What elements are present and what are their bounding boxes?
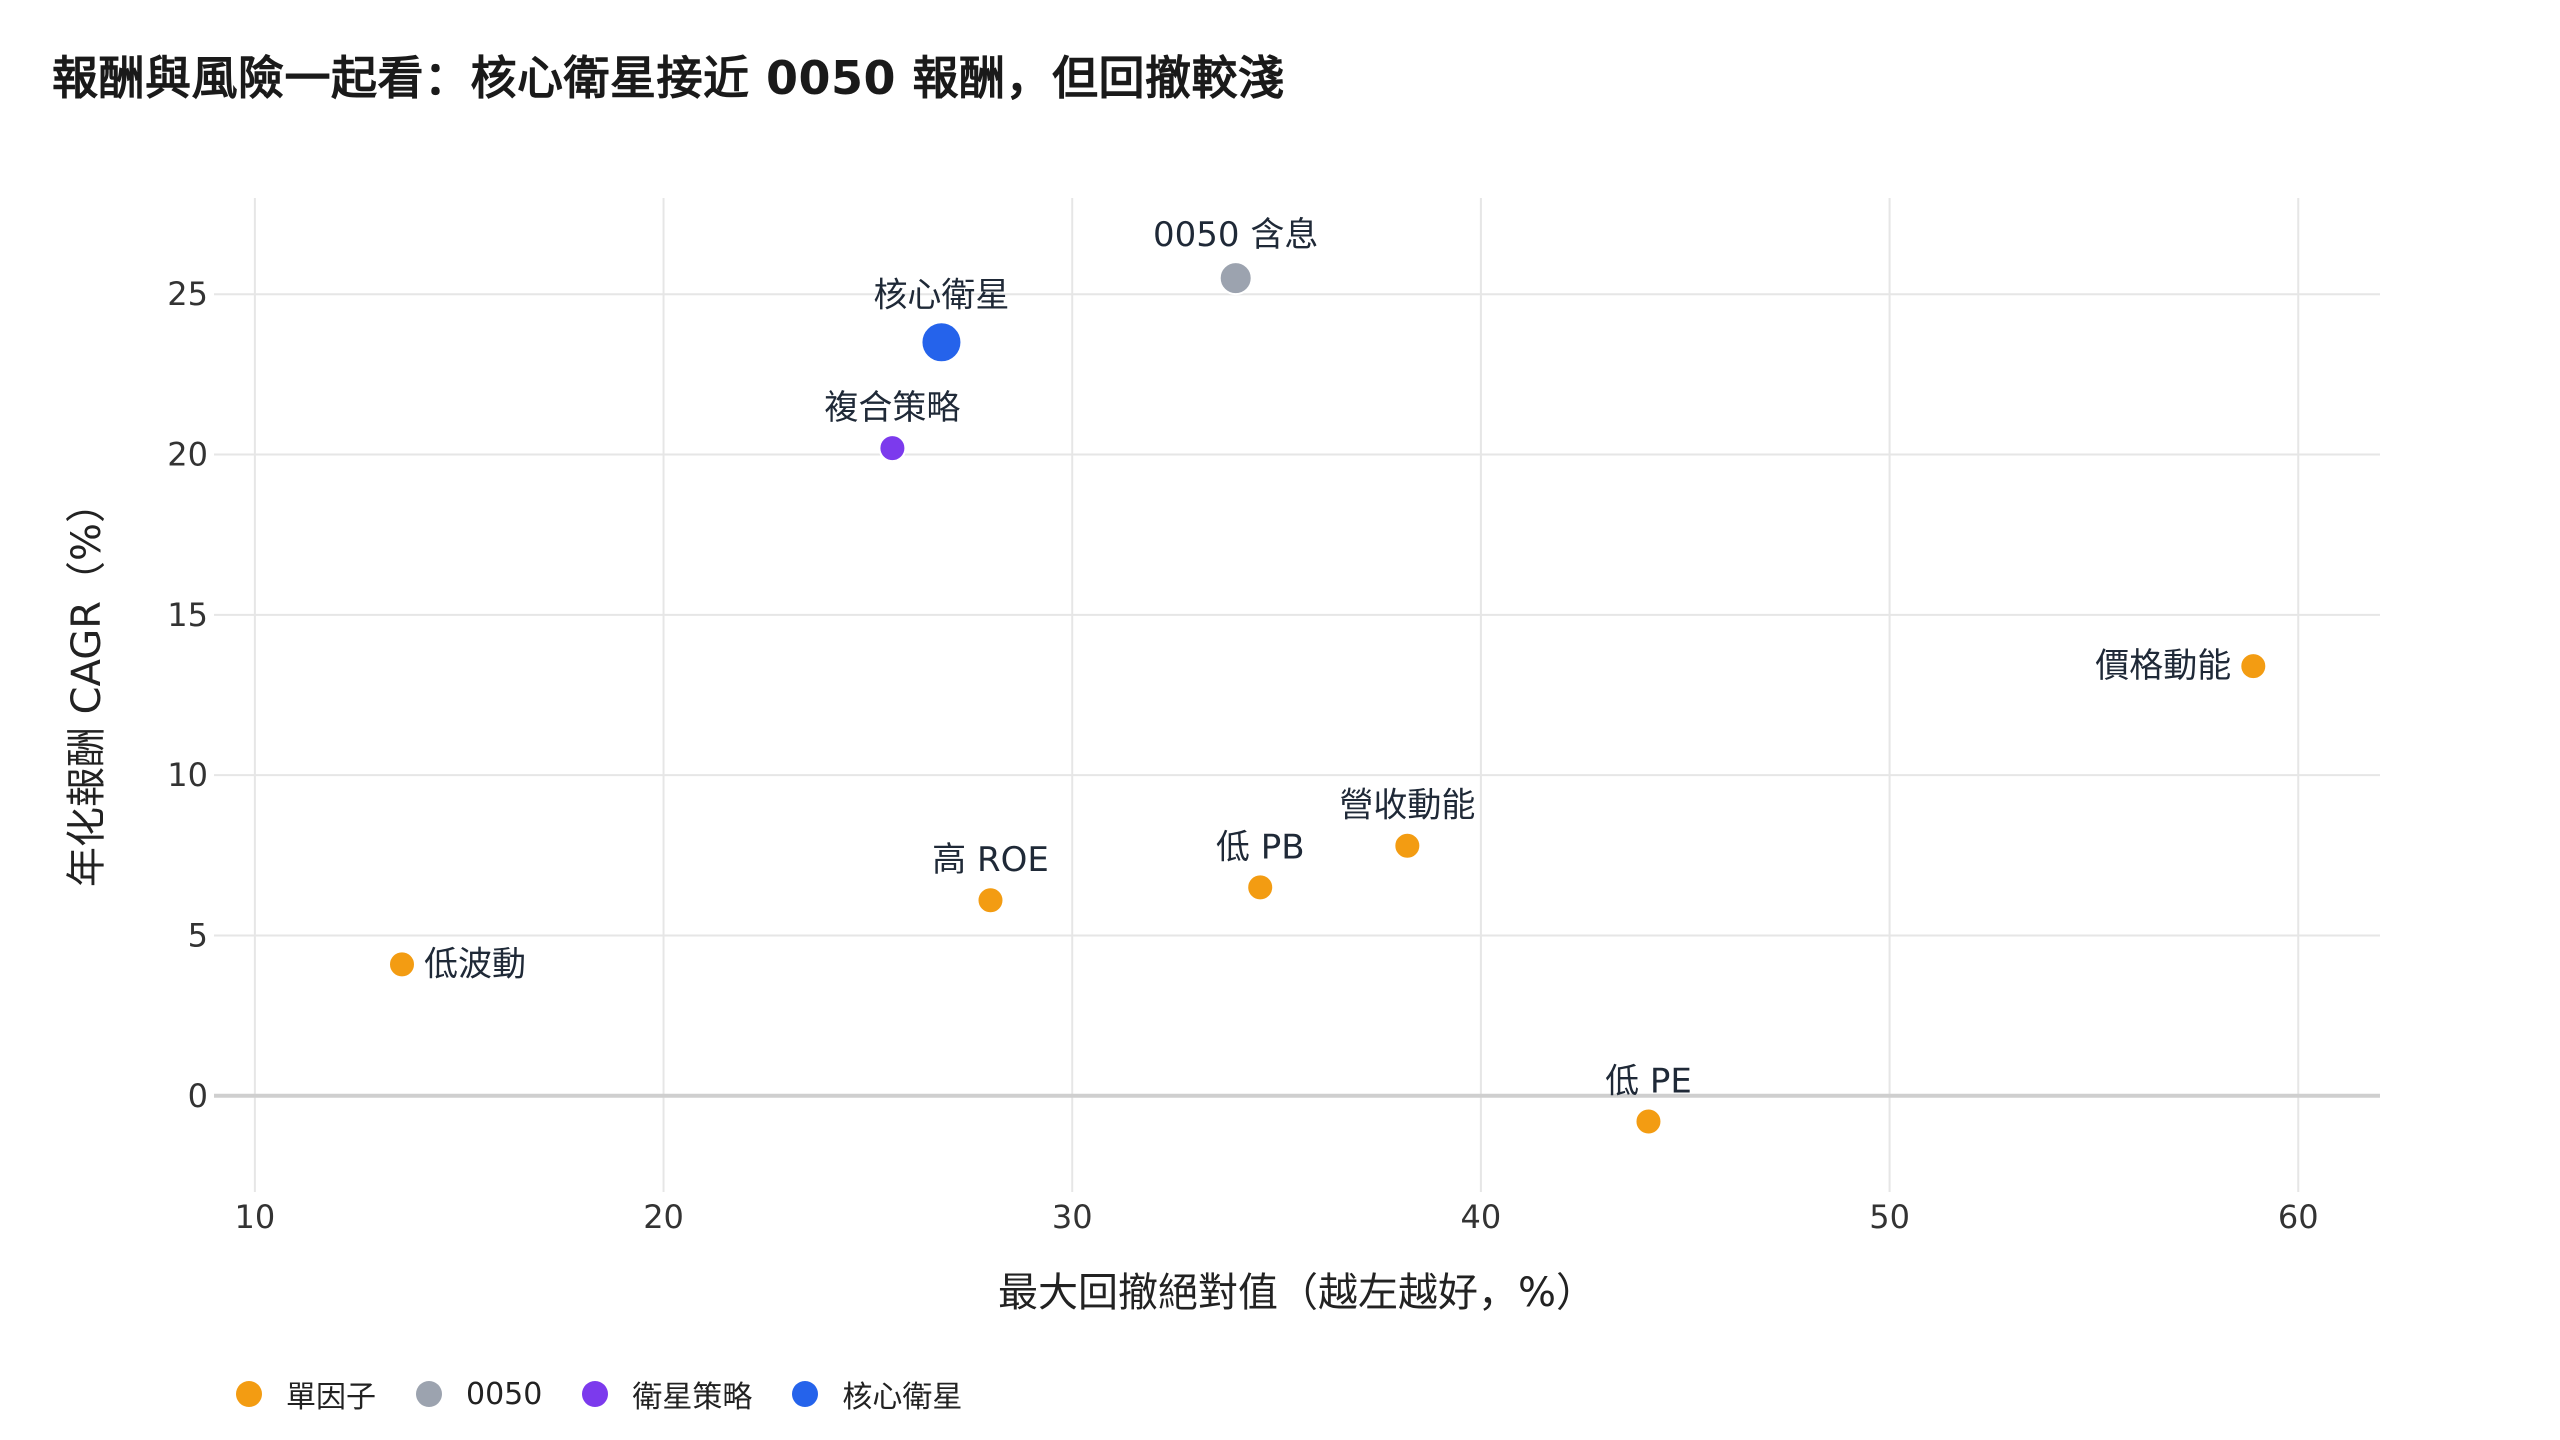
legend: 單因子 0050 衛星策略 核心衛星 [236,1372,1002,1416]
data-point [920,321,963,364]
y-tick-label: 15 [167,596,208,634]
data-label: 低 PE [1605,1061,1692,1101]
data-label: 低波動 [424,944,526,984]
data-point [878,434,907,463]
legend-marker-icon [416,1381,442,1407]
chart-title: 報酬與風險一起看：核心衛星接近 0050 報酬，但回撤較淺 [52,51,1285,105]
scatter-plot: 10 20 30 40 50 60 0 5 10 15 20 25 最大回撤絕對值（越左越好，%） 年化報… [64,198,2380,1316]
legend-item[interactable]: 0050 [416,1377,542,1412]
legend-marker-icon [236,1381,262,1407]
data-point [387,950,416,979]
legend-marker-icon [792,1381,819,1407]
grid [214,198,2380,1192]
y-tick-label: 20 [167,436,208,474]
y-tick-label: 25 [167,275,208,313]
legend-item[interactable]: 衛星策略 [582,1372,752,1416]
legend-item[interactable]: 核心衛星 [792,1372,962,1416]
y-tick-label: 5 [188,916,208,954]
data-label: 0050 含息 [1153,215,1318,255]
data-point [1393,831,1422,860]
data-points [387,261,2268,1136]
x-tick-label: 30 [1052,1198,1093,1236]
legend-marker-icon [582,1381,609,1407]
y-tick-label: 10 [167,756,208,794]
legend-label: 單因子 [286,1380,376,1415]
axes: 10 20 30 40 50 60 0 5 10 15 20 25 最大回撤絕對值（越左越好，%） 年化報… [64,275,2319,1316]
x-tick-label: 50 [1869,1198,1910,1236]
legend-label: 衛星策略 [632,1380,753,1415]
x-tick-label: 60 [2278,1198,2319,1236]
legend-item[interactable]: 單因子 [236,1372,376,1416]
data-point [1634,1107,1663,1136]
x-tick-label: 10 [235,1198,276,1236]
legend-label: 核心衛星 [842,1380,963,1415]
data-label: 複合策略 [824,388,960,428]
data-label: 價格動能 [2095,646,2231,686]
legend-label: 0050 [466,1376,543,1412]
data-label: 低 PB [1216,827,1305,867]
data-label: 高 ROE [932,840,1049,880]
data-point [976,886,1005,915]
data-label: 營收動能 [1339,786,1475,826]
x-axis-title: 最大回撤絕對值（越左越好，%） [998,1270,1596,1316]
y-axis-title: 年化報酬 CAGR（%） [64,483,110,887]
data-label: 核心衛星 [873,275,1009,315]
x-tick-label: 40 [1461,1198,1502,1236]
data-point [2239,652,2268,681]
data-point [1246,873,1275,902]
x-tick-label: 20 [643,1198,684,1236]
y-tick-label: 0 [188,1077,208,1115]
data-point [1218,261,1253,296]
